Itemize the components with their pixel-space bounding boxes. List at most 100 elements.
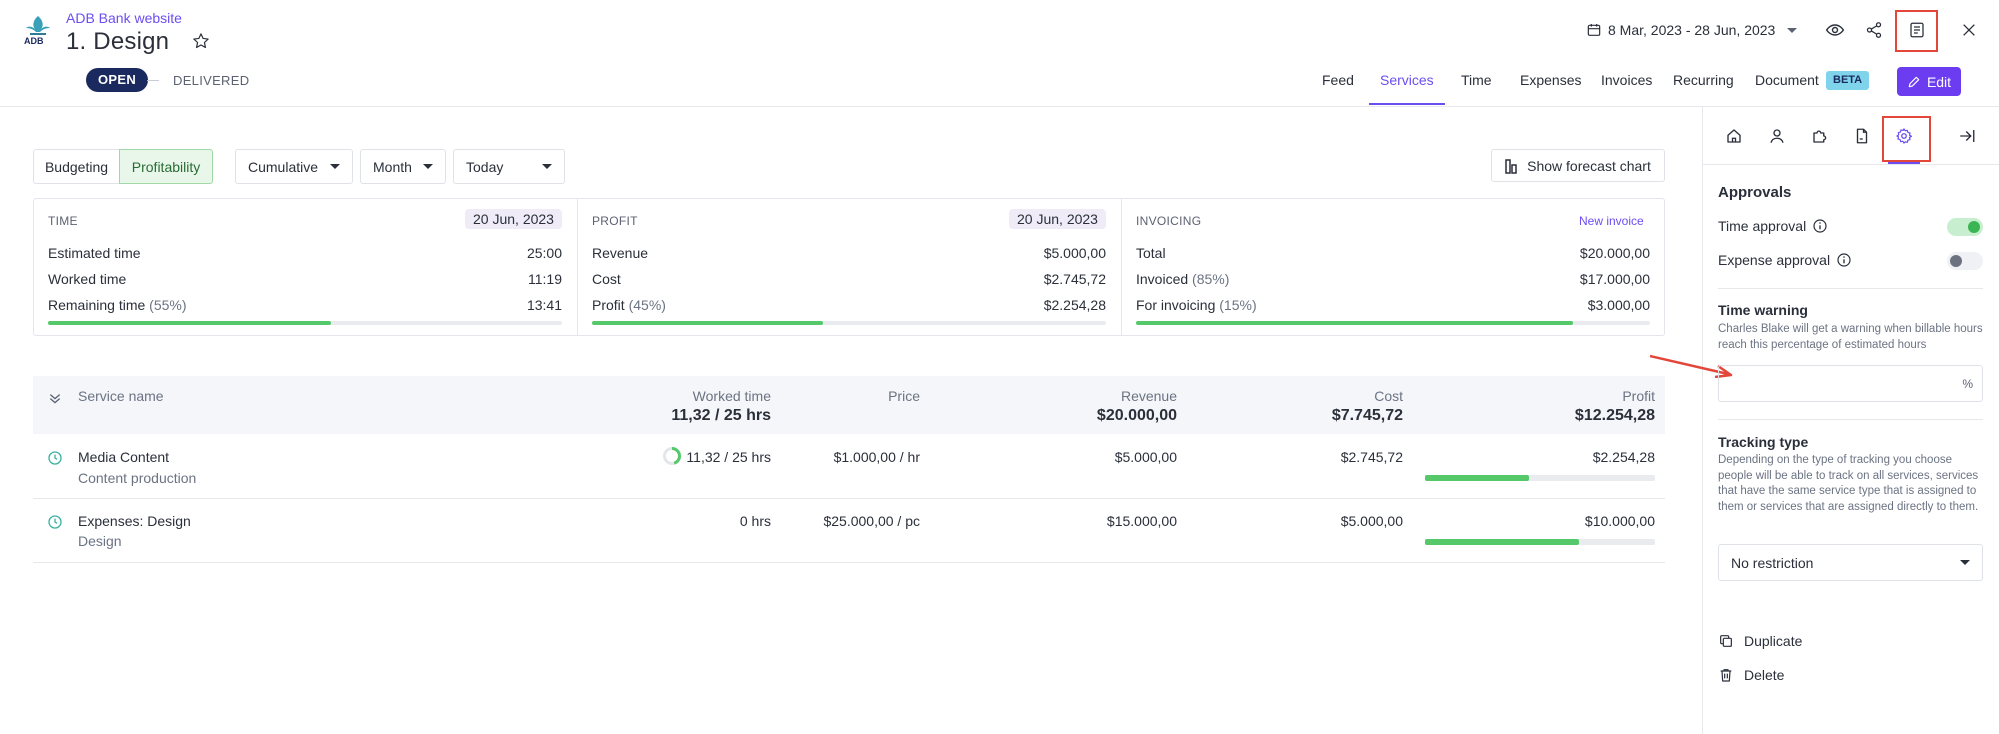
person-icon[interactable] <box>1765 124 1789 148</box>
worked-time-label: Worked time <box>48 271 127 287</box>
for-invoicing-text: For invoicing <box>1136 297 1216 313</box>
budgeting-toggle[interactable]: Budgeting <box>33 149 120 184</box>
tab-time[interactable]: Time <box>1461 72 1492 88</box>
card-divider <box>1121 198 1122 336</box>
show-forecast-button[interactable]: Show forecast chart <box>1491 149 1665 182</box>
tab-feed[interactable]: Feed <box>1322 72 1354 88</box>
date-range-text: 8 Mar, 2023 - 28 Jun, 2023 <box>1608 22 1776 38</box>
time-progress-fill <box>48 321 331 325</box>
time-card-date[interactable]: 20 Jun, 2023 <box>465 209 562 229</box>
home-icon[interactable] <box>1722 124 1746 148</box>
expense-approval-toggle[interactable] <box>1947 252 1983 270</box>
invoicing-progress-track <box>1136 321 1650 325</box>
service-type: Design <box>78 533 122 549</box>
logo-text: ADB <box>24 36 44 46</box>
tab-services[interactable]: Services <box>1380 72 1434 88</box>
collapse-panel-icon[interactable] <box>1955 124 1979 148</box>
time-warning-input[interactable]: % <box>1718 365 1983 402</box>
row-profit-fill <box>1425 475 1529 481</box>
tracking-type-select[interactable]: No restriction <box>1718 544 1983 581</box>
expense-approval-label: Expense approval <box>1718 252 1831 268</box>
summary-cards <box>33 198 1665 336</box>
worked-time: 11,32 / 25 hrs <box>686 449 771 465</box>
info-icon[interactable] <box>1836 252 1852 268</box>
client-link[interactable]: ADB Bank website <box>66 10 182 26</box>
tab-document[interactable]: Document <box>1755 72 1819 88</box>
tab-invoices[interactable]: Invoices <box>1601 72 1653 88</box>
tab-recurring[interactable]: Recurring <box>1673 72 1734 88</box>
time-approval-toggle[interactable] <box>1947 218 1983 236</box>
col-worked-time[interactable]: Worked time <box>692 388 771 404</box>
chevron-down-icon <box>330 164 340 169</box>
status-open[interactable]: OPEN <box>86 68 149 92</box>
col-price[interactable]: Price <box>888 388 920 404</box>
share-icon[interactable] <box>1862 18 1886 42</box>
profit-value: $2.254,28 <box>1043 297 1106 313</box>
service-name[interactable]: Expenses: Design <box>78 513 191 529</box>
chevron-down-icon <box>423 164 433 169</box>
edit-button[interactable]: Edit <box>1897 67 1961 96</box>
document-panel-icon[interactable] <box>1905 18 1929 42</box>
remaining-time-value: 13:41 <box>526 297 562 313</box>
profit-card-date[interactable]: 20 Jun, 2023 <box>1009 209 1106 229</box>
gear-icon[interactable] <box>1892 124 1916 148</box>
cumulative-dropdown[interactable]: Cumulative <box>235 149 353 184</box>
col-cost[interactable]: Cost <box>1374 388 1403 404</box>
highlight-box-document <box>1895 10 1938 52</box>
today-dropdown[interactable]: Today <box>453 149 565 184</box>
tab-expenses[interactable]: Expenses <box>1520 72 1582 88</box>
revenue-total: $20.000,00 <box>1096 407 1177 424</box>
forecast-label: Show forecast chart <box>1527 157 1651 174</box>
month-dropdown[interactable]: Month <box>360 149 446 184</box>
estimated-time-label: Estimated time <box>48 245 141 261</box>
row-divider <box>33 498 1665 499</box>
table-header <box>33 376 1665 434</box>
duplicate-button[interactable]: Duplicate <box>1718 633 1802 649</box>
cost-label: Cost <box>592 271 621 287</box>
estimated-time-value: 25:00 <box>526 245 562 261</box>
status-separator <box>147 80 159 81</box>
trash-icon <box>1718 667 1734 683</box>
toggle-knob <box>1968 221 1980 233</box>
month-label: Month <box>373 158 412 175</box>
col-profit[interactable]: Profit <box>1622 388 1655 404</box>
info-icon[interactable] <box>1812 218 1828 234</box>
bar-chart-icon <box>1505 158 1519 174</box>
header-divider <box>0 106 1999 107</box>
percent-sign: % <box>1962 377 1973 391</box>
service-name[interactable]: Media Content <box>78 449 170 465</box>
chevron-down-icon <box>1787 27 1798 33</box>
time-approval-label: Time approval <box>1718 218 1807 234</box>
profit: $2.254,28 <box>1592 449 1655 465</box>
highlight-box-settings <box>1882 116 1931 162</box>
col-service-name[interactable]: Service name <box>78 388 164 404</box>
invoiced-text: Invoiced <box>1136 271 1189 287</box>
revenue-value: $5.000,00 <box>1043 245 1106 261</box>
profitability-toggle[interactable]: Profitability <box>119 149 213 184</box>
client-logo: ADB <box>22 14 54 54</box>
col-revenue[interactable]: Revenue <box>1120 388 1177 404</box>
cost: $5.000,00 <box>1340 513 1403 529</box>
eye-icon[interactable] <box>1823 18 1847 42</box>
pencil-icon <box>1907 75 1921 89</box>
card-divider <box>577 198 578 336</box>
delete-button[interactable]: Delete <box>1718 667 1784 683</box>
clock-icon <box>47 514 63 530</box>
chevron-down-icon <box>542 164 552 169</box>
file-icon[interactable] <box>1850 124 1874 148</box>
date-range-picker[interactable]: 8 Mar, 2023 - 28 Jun, 2023 <box>1586 19 1798 41</box>
panel-separator <box>1718 419 1983 420</box>
close-icon[interactable] <box>1957 18 1981 42</box>
invoiced-percent: (85%) <box>1192 271 1230 287</box>
new-invoice-link[interactable]: New invoice <box>1579 214 1644 228</box>
puzzle-icon[interactable] <box>1808 124 1832 148</box>
star-icon[interactable] <box>192 32 210 50</box>
remaining-time-text: Remaining time <box>48 297 146 313</box>
toggle-knob <box>1950 255 1962 267</box>
row-divider <box>33 562 1665 563</box>
collapse-all-icon[interactable] <box>47 390 63 406</box>
tracking-type-title: Tracking type <box>1718 434 1809 450</box>
status-delivered[interactable]: DELIVERED <box>173 73 250 88</box>
revenue-label: Revenue <box>592 245 649 261</box>
cost-value: $2.745,72 <box>1043 271 1106 287</box>
